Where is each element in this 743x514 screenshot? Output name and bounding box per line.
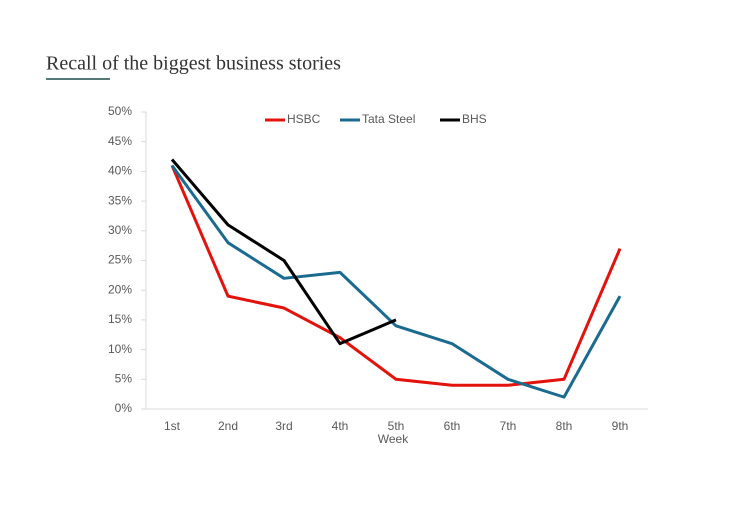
- y-tick-label: 30%: [108, 223, 132, 237]
- y-tick-label: 10%: [108, 342, 132, 356]
- x-axis-label: Week: [378, 432, 409, 446]
- x-tick-label: 8th: [556, 419, 573, 433]
- series-line: [170, 158, 397, 346]
- y-tick-label: 20%: [108, 282, 132, 296]
- legend-label: Tata Steel: [362, 112, 415, 126]
- chart-title: Recall of the biggest business stories: [46, 53, 341, 75]
- x-tick-label: 6th: [444, 419, 461, 433]
- x-tick-label: 1st: [164, 419, 181, 433]
- x-tick-label: 7th: [500, 419, 517, 433]
- y-tick-label: 15%: [108, 312, 132, 326]
- x-tick-label: 2nd: [218, 419, 238, 433]
- legend-label: BHS: [462, 112, 487, 126]
- y-tick-label: 0%: [115, 401, 133, 415]
- y-tick-label: 35%: [108, 193, 132, 207]
- y-tick-label: 5%: [115, 371, 133, 385]
- x-tick-label: 3rd: [275, 419, 292, 433]
- x-tick-label: 9th: [612, 419, 629, 433]
- legend-label: HSBC: [287, 112, 321, 126]
- y-tick-label: 40%: [108, 164, 132, 178]
- series-line: [170, 164, 622, 387]
- y-tick-label: 25%: [108, 253, 132, 267]
- x-tick-label: 5th: [388, 419, 405, 433]
- x-tick-label: 4th: [332, 419, 349, 433]
- y-tick-label: 45%: [108, 134, 132, 148]
- series-line: [170, 164, 622, 399]
- y-tick-label: 50%: [108, 104, 132, 118]
